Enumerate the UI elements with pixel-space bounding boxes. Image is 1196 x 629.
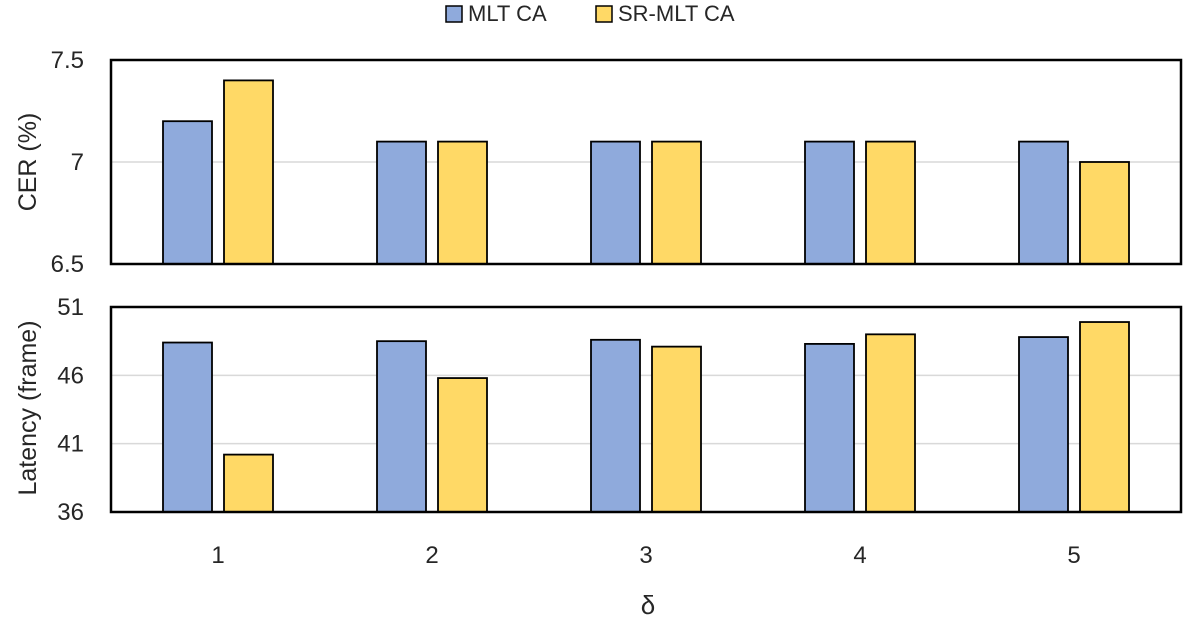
- x-axis: 1 2 3 4 5: [211, 542, 1080, 569]
- bar-sr-mlt-ca-2: [437, 140, 488, 265]
- bar-sr-mlt-ca-1: [223, 79, 274, 265]
- bar-mlt-ca-5: [1018, 140, 1069, 265]
- x-tick-label: 3: [639, 542, 652, 569]
- x-axis-title: δ: [641, 590, 655, 620]
- x-tick-label: 2: [425, 542, 438, 569]
- legend-swatch-sr-mlt-ca: [595, 5, 613, 23]
- bar-mlt-ca-1: [162, 120, 213, 265]
- bar-sr-mlt-ca-4: [865, 140, 916, 265]
- y-axis-title: Latency (frame): [14, 320, 42, 495]
- bar-sr-mlt-ca-5: [1079, 161, 1130, 265]
- y-axis-title: CER (%): [14, 113, 42, 212]
- y-tick-label: 36: [57, 499, 84, 526]
- bar-sr-mlt-ca-5: [1079, 321, 1130, 513]
- y-tick-label: 41: [57, 431, 84, 458]
- y-tick-label: 46: [57, 362, 84, 389]
- x-tick-label: 5: [1067, 542, 1080, 569]
- y-tick-label: 51: [57, 294, 84, 321]
- bar-sr-mlt-ca-4: [865, 333, 916, 513]
- y-tick-label: 7.5: [51, 47, 84, 74]
- bar-mlt-ca-3: [590, 338, 641, 513]
- legend: MLT CA SR-MLT CA: [445, 1, 735, 26]
- x-tick-label: 1: [211, 542, 224, 569]
- legend-swatch-mlt-ca: [445, 5, 463, 23]
- y-tick-label: 6.5: [51, 251, 84, 278]
- bar-sr-mlt-ca-3: [651, 345, 702, 513]
- bar-sr-mlt-ca-2: [437, 377, 488, 513]
- bar-sr-mlt-ca-3: [651, 140, 702, 265]
- bar-mlt-ca-2: [376, 340, 427, 513]
- bar-mlt-ca-2: [376, 140, 427, 265]
- bar-mlt-ca-3: [590, 140, 641, 265]
- plot-frame: [109, 305, 1183, 514]
- bar-mlt-ca-4: [804, 140, 855, 265]
- x-tick-label: 4: [853, 542, 866, 569]
- legend-label-sr-mlt-ca: SR-MLT CA: [618, 1, 735, 26]
- cer-panel: 6.5 7 7.5 CER (%): [14, 47, 1183, 278]
- legend-label-mlt-ca: MLT CA: [468, 1, 547, 26]
- bar-sr-mlt-ca-1: [223, 453, 274, 513]
- latency-panel: 36 41 46 51 Latency (frame): [14, 294, 1183, 526]
- y-tick-label: 7: [71, 149, 84, 176]
- bar-mlt-ca-1: [162, 341, 213, 513]
- bar-mlt-ca-4: [804, 342, 855, 513]
- bar-mlt-ca-5: [1018, 336, 1069, 513]
- plot-frame: [109, 58, 1183, 266]
